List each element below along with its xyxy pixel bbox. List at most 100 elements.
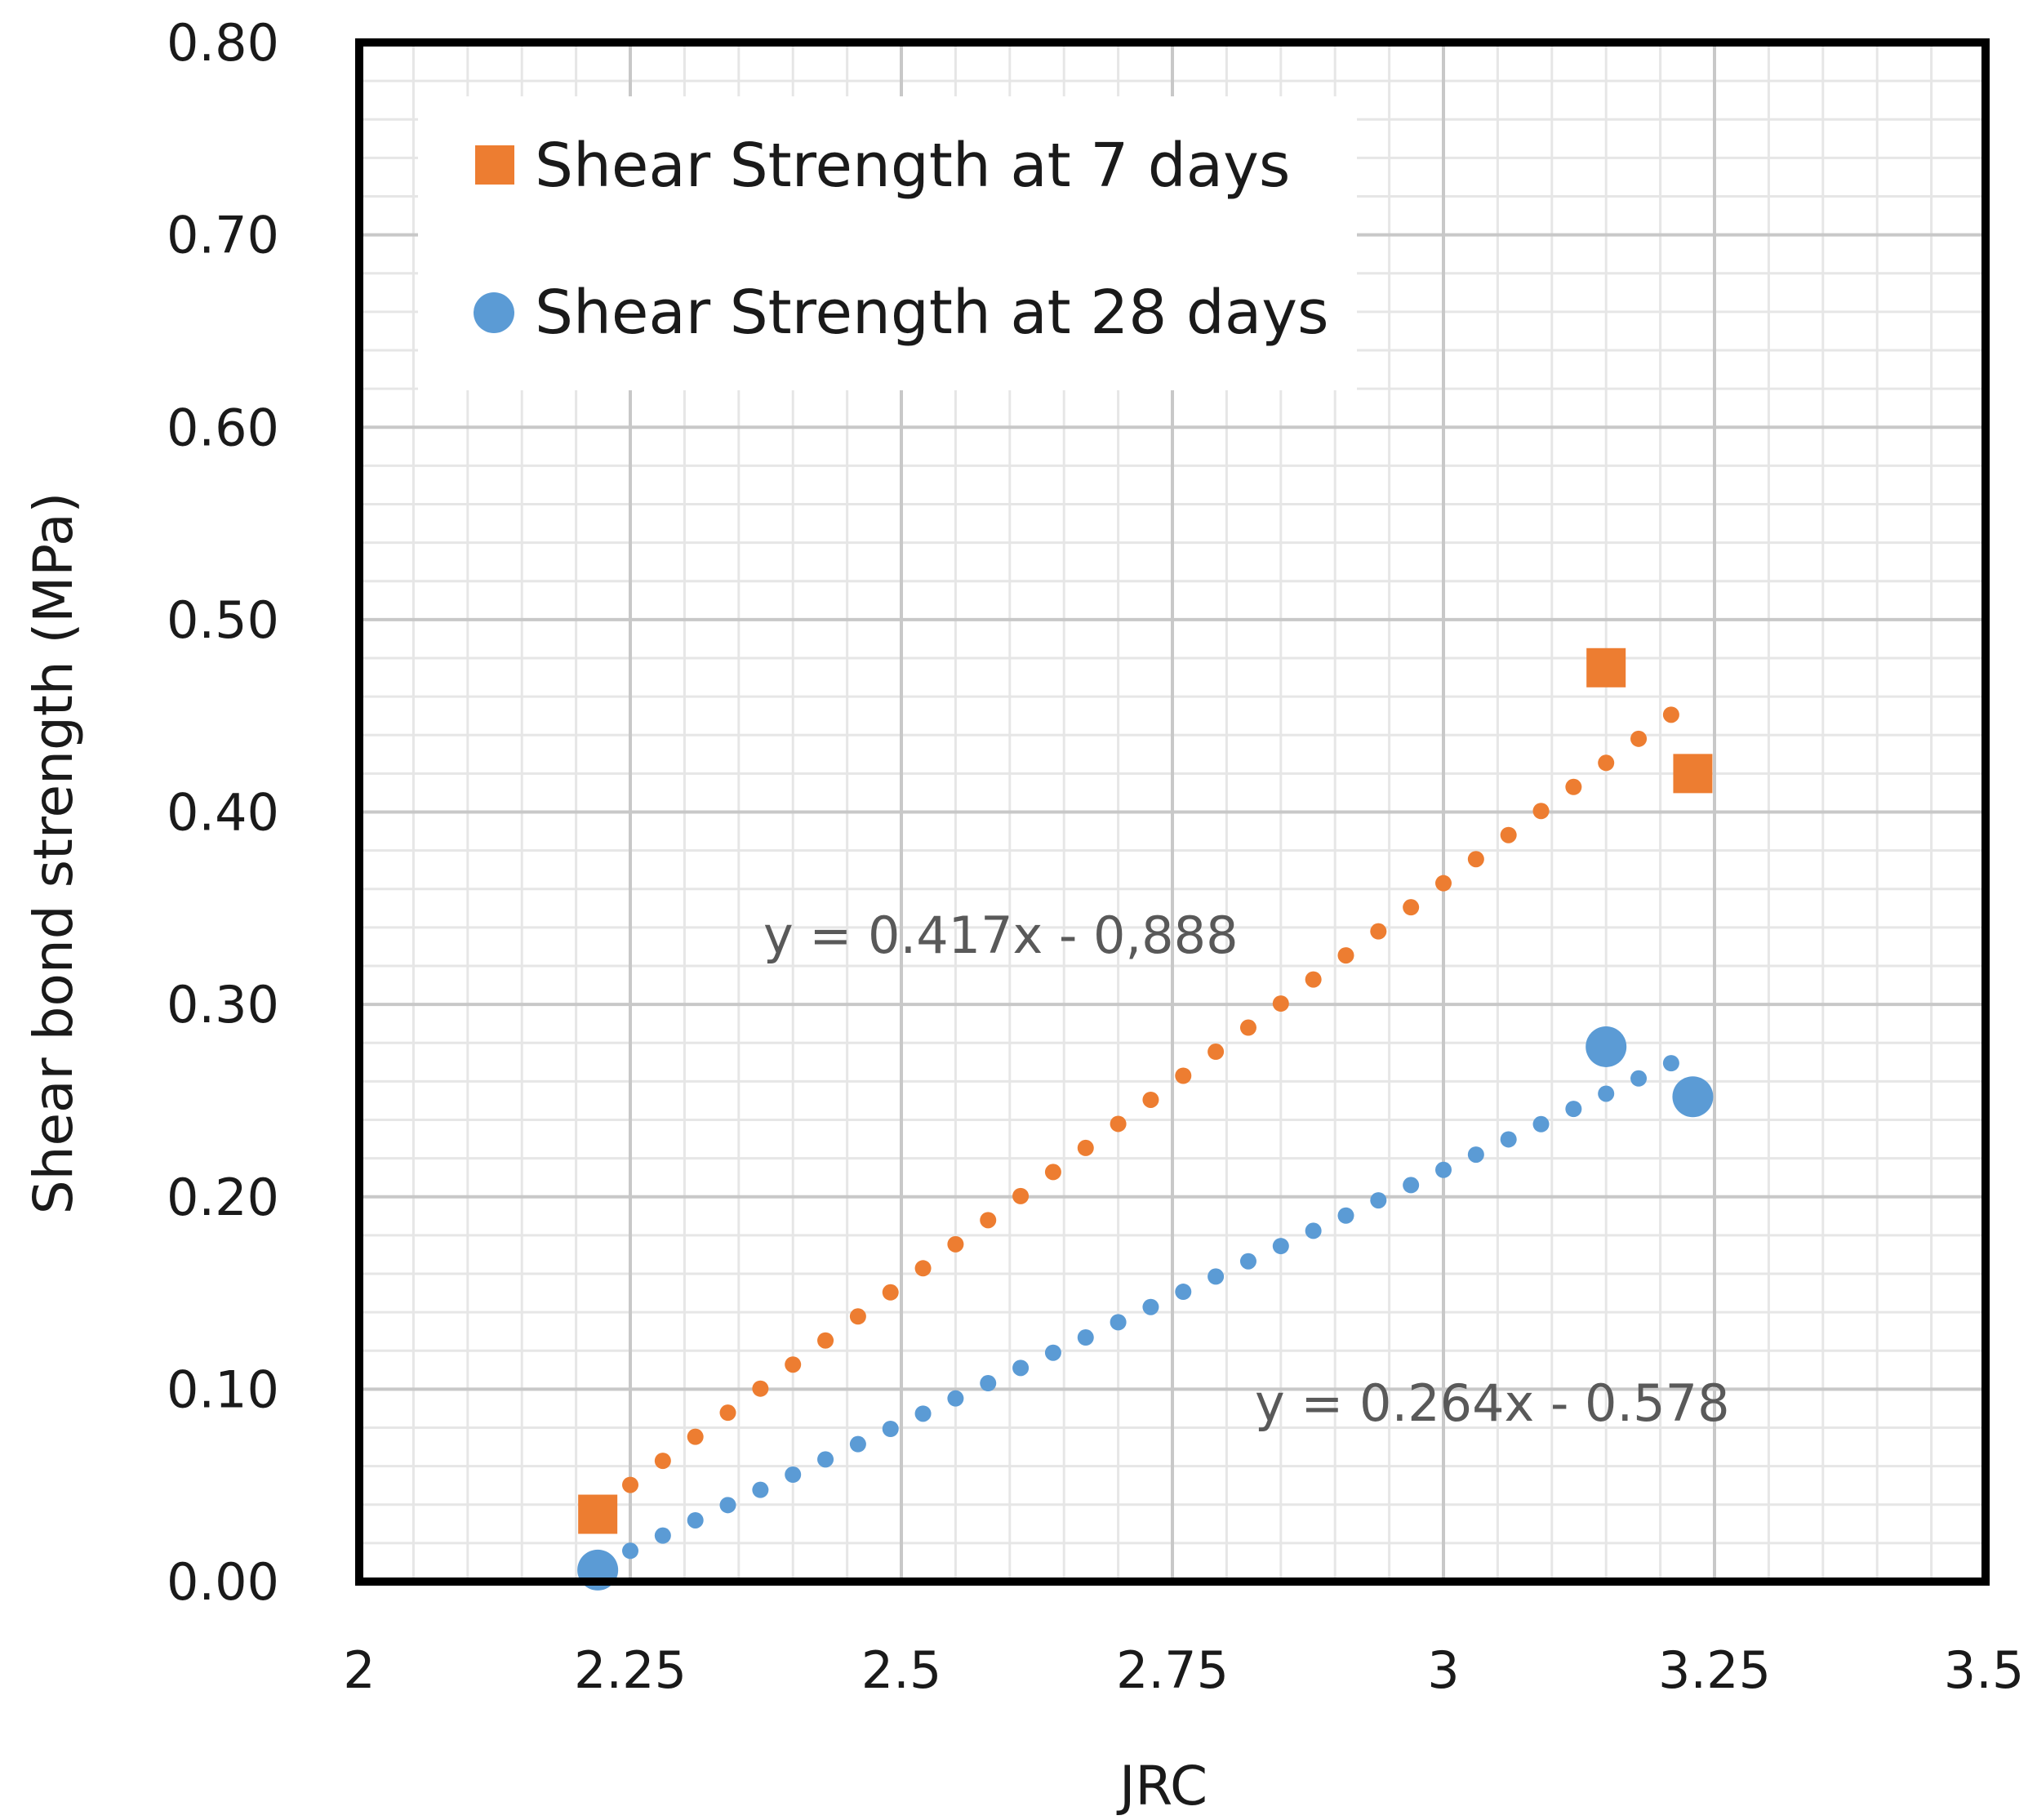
trendline-dot-7-days: [1435, 874, 1452, 892]
trendline-dot-28-days: [947, 1390, 964, 1407]
trendline-dot-7-days: [914, 1260, 932, 1277]
x-tick-label: 3.25: [1658, 1640, 1771, 1700]
trendline-dot-28-days: [1598, 1085, 1615, 1102]
x-tick-label: 2.5: [861, 1640, 942, 1700]
legend-label-7-days: Shear Strength at 7 days: [535, 131, 1290, 201]
trendline-dot-7-days: [622, 1476, 638, 1493]
trendline-dot-28-days: [654, 1527, 671, 1544]
data-point-7-days: [578, 1494, 618, 1534]
trendline-dot-28-days: [849, 1435, 866, 1453]
trendline-dot-28-days: [719, 1497, 736, 1514]
legend: Shear Strength at 7 days Shear Strength …: [418, 96, 1357, 390]
trendline-dot-7-days: [1565, 778, 1582, 795]
trendline-dot-28-days: [1435, 1161, 1452, 1178]
trendline-dot-7-days: [1175, 1067, 1192, 1084]
trendline-dot-28-days: [1110, 1314, 1127, 1331]
trendline-dot-28-days: [1467, 1146, 1484, 1164]
trendline-dot-28-days: [1500, 1131, 1517, 1148]
plot-frame: [355, 38, 1990, 1586]
trendline-dot-7-days: [1662, 706, 1679, 723]
trendline-dot-7-days: [1305, 971, 1322, 988]
legend-square-marker: [475, 145, 514, 185]
y-tick-label: 0.20: [167, 1168, 279, 1227]
trendline-dot-28-days: [1662, 1055, 1679, 1072]
data-points: [577, 647, 1714, 1591]
legend-box: [418, 96, 1357, 390]
trendline-dot-28-days: [622, 1542, 638, 1560]
trendline-dot-28-days: [1044, 1344, 1061, 1361]
major-grid: [358, 41, 1987, 1583]
trendline-dot-28-days: [1403, 1177, 1420, 1194]
trendline-dot-7-days: [882, 1284, 899, 1301]
trendline-dot-28-days: [1565, 1101, 1582, 1118]
trendline-equation-7-days: y = 0.417x - 0,888: [763, 906, 1239, 965]
data-point-28-days: [1672, 1076, 1714, 1118]
trendline-equation-28-days: y = 0.264x - 0.578: [1255, 1373, 1730, 1433]
trendline-dot-28-days: [687, 1511, 704, 1529]
trendline-dot-7-days: [654, 1453, 671, 1470]
x-tick-label: 2: [343, 1640, 375, 1700]
legend-circle-marker: [474, 292, 514, 333]
trendline-dot-7-days: [1110, 1115, 1127, 1132]
y-tick-label: 0.70: [167, 206, 279, 265]
trendline-dot-7-days: [687, 1428, 704, 1445]
trendline-dot-28-days: [1142, 1298, 1159, 1315]
trendline-dot-28-days: [1208, 1268, 1225, 1285]
trendline-dot-28-days: [980, 1375, 997, 1392]
trendline-dot-28-days: [1305, 1222, 1322, 1239]
x-axis-title: JRC: [1116, 1755, 1208, 1818]
trendline-dot-28-days: [1012, 1359, 1030, 1377]
trendline-dot-28-days: [1077, 1329, 1094, 1346]
x-tick-label: 2.75: [1116, 1640, 1229, 1700]
trendline-dot-28-days: [1337, 1207, 1354, 1224]
y-tick-label: 0.50: [167, 590, 279, 650]
x-tick-labels: 2 2.25 2.5 2.75 3 3.25 3.5: [343, 1640, 2024, 1700]
trendline-dot-7-days: [849, 1308, 866, 1325]
trendline-dot-28-days: [1175, 1284, 1192, 1301]
trendline-dot-7-days: [1532, 803, 1550, 820]
trendline-dot-7-days: [980, 1212, 997, 1229]
y-tick-label: 0.10: [167, 1359, 279, 1419]
trendline-dot-7-days: [1239, 1019, 1256, 1036]
trendline-dot-28-days: [1370, 1192, 1387, 1209]
data-point-28-days: [1586, 1026, 1627, 1067]
trendline-dot-7-days: [1370, 923, 1387, 940]
y-tick-label: 0.40: [167, 783, 279, 843]
x-tick-label: 2.25: [574, 1640, 687, 1700]
trendline-dot-28-days: [1532, 1115, 1550, 1132]
trendline-dot-7-days: [1337, 947, 1354, 964]
legend-label-28-days: Shear Strength at 28 days: [535, 278, 1329, 348]
trendline-dot-7-days: [1012, 1187, 1030, 1204]
trendline-dot-7-days: [1630, 730, 1648, 747]
trendline-dot-7-days: [947, 1235, 964, 1253]
trendline-dot-7-days: [1208, 1043, 1225, 1061]
y-tick-labels: 0.00 0.10 0.20 0.30 0.40 0.50 0.60 0.70 0.80: [167, 13, 279, 1612]
trendline-dot-7-days: [817, 1332, 834, 1349]
trendlines: [622, 706, 1679, 1560]
trendline-dot-7-days: [1142, 1091, 1159, 1108]
trendline-dot-7-days: [1077, 1139, 1094, 1156]
y-axis-title: Shear bond strength (MPa): [22, 492, 85, 1215]
trendline-dot-28-days: [785, 1466, 802, 1483]
trendline-dot-7-days: [1467, 851, 1484, 868]
y-tick-label: 0.30: [167, 975, 279, 1035]
trendline-dot-28-days: [914, 1405, 932, 1422]
trendline-dot-7-days: [1044, 1164, 1061, 1181]
y-tick-label: 0.60: [167, 398, 279, 457]
trendline-dot-28-days: [1630, 1070, 1648, 1087]
data-point-7-days: [1586, 647, 1626, 688]
trendline-dot-7-days: [1598, 754, 1615, 772]
trendline-dot-28-days: [1239, 1253, 1256, 1270]
y-tick-label: 0.00: [167, 1552, 279, 1612]
trendline-dot-7-days: [1403, 899, 1420, 916]
trendline-dot-7-days: [719, 1404, 736, 1422]
trendline-dot-7-days: [1272, 995, 1289, 1012]
data-point-7-days: [1673, 754, 1713, 794]
trendline-dot-7-days: [752, 1380, 769, 1397]
trendline-dot-28-days: [817, 1451, 834, 1468]
trendline-dot-7-days: [1500, 826, 1517, 843]
y-tick-label: 0.80: [167, 13, 279, 73]
trendline-dot-28-days: [1272, 1238, 1289, 1255]
x-tick-label: 3: [1427, 1640, 1459, 1700]
